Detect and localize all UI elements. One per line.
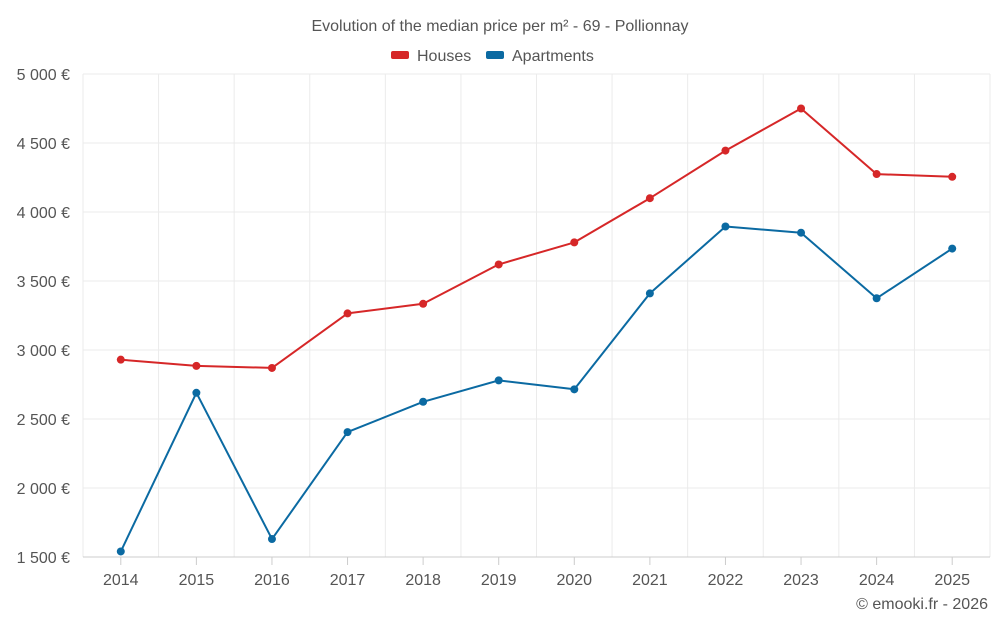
x-tick-label: 2016 [254, 572, 290, 589]
data-point-apartments[interactable] [721, 222, 730, 231]
data-point-apartments[interactable] [419, 397, 428, 406]
legend-label-houses[interactable]: Houses [417, 48, 471, 65]
y-tick-label: 2 000 € [17, 481, 70, 498]
x-tick-label: 2023 [783, 572, 819, 589]
plot-area [116, 104, 957, 556]
x-tick-label: 2024 [859, 572, 895, 589]
series-line-houses [120, 107, 953, 369]
data-point-houses[interactable] [570, 238, 579, 247]
legend-swatch-apartments [486, 51, 504, 59]
data-point-houses[interactable] [872, 170, 881, 179]
data-point-apartments[interactable] [494, 376, 503, 385]
x-tick-label: 2015 [179, 572, 215, 589]
data-point-houses[interactable] [494, 260, 503, 269]
x-tick-label: 2017 [330, 572, 366, 589]
data-point-apartments[interactable] [570, 385, 579, 394]
x-tick-label: 2014 [103, 572, 139, 589]
data-point-apartments[interactable] [267, 535, 276, 544]
credit: © emooki.fr - 2026 [856, 596, 988, 613]
data-point-houses[interactable] [797, 104, 806, 113]
data-point-houses[interactable] [116, 355, 125, 364]
legend-label-apartments[interactable]: Apartments [512, 48, 594, 65]
chart-title: Evolution of the median price per m² - 6… [311, 18, 688, 35]
data-point-apartments[interactable] [192, 388, 201, 397]
legend-swatch-houses [391, 51, 409, 59]
y-tick-label: 1 500 € [17, 550, 70, 567]
y-tick-label: 5 000 € [17, 67, 70, 84]
data-point-houses[interactable] [267, 363, 276, 372]
data-point-houses[interactable] [948, 172, 957, 181]
data-point-apartments[interactable] [872, 294, 881, 303]
x-tick-label: 2021 [632, 572, 668, 589]
x-tick-label: 2022 [708, 572, 744, 589]
data-point-apartments[interactable] [343, 428, 352, 437]
grid [82, 73, 991, 557]
x-axis: 2014 2015 2016 2017 2018 2019 2020 2021 2022 2023… [83, 556, 990, 589]
data-point-houses[interactable] [721, 146, 730, 155]
data-point-houses[interactable] [343, 309, 352, 318]
y-axis: 1 500 € 2 000 € 2 500 € 3 000 € 3 500 € 4 000… [17, 67, 70, 567]
data-point-houses[interactable] [645, 194, 654, 203]
y-tick-label: 4 500 € [17, 136, 70, 153]
y-tick-label: 3 000 € [17, 343, 70, 360]
y-tick-label: 4 000 € [17, 205, 70, 222]
data-point-apartments[interactable] [116, 547, 125, 556]
data-point-apartments[interactable] [797, 228, 806, 237]
data-point-houses[interactable] [419, 299, 428, 308]
y-tick-label: 2 500 € [17, 412, 70, 429]
x-tick-label: 2018 [405, 572, 441, 589]
x-tick-label: 2025 [934, 572, 970, 589]
x-tick-label: 2019 [481, 572, 517, 589]
legend: Houses Apartments [391, 48, 594, 65]
y-tick-label: 3 500 € [17, 274, 70, 291]
data-point-houses[interactable] [192, 361, 201, 370]
series-line-apartments [119, 225, 953, 552]
x-tick-label: 2020 [556, 572, 592, 589]
data-point-apartments[interactable] [948, 244, 957, 253]
data-point-apartments[interactable] [645, 289, 654, 298]
